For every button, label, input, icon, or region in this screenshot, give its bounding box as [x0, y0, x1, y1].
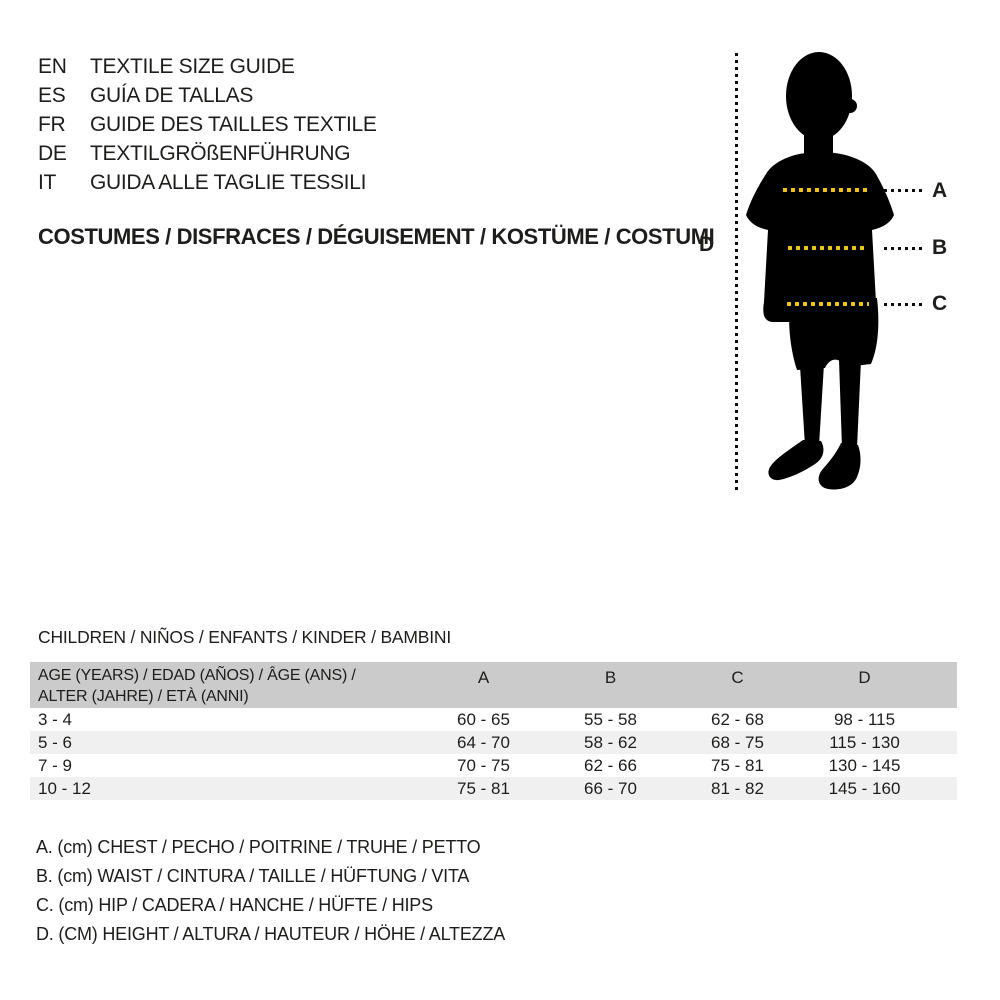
- waist-cell: 66 - 70: [584, 779, 637, 798]
- height-measure-dotted-line: [735, 53, 738, 493]
- age-cell: 7 - 9: [38, 756, 73, 775]
- language-code: DE: [38, 142, 67, 165]
- hip-cell: 75 - 81: [711, 756, 764, 775]
- size-table: AGE (YEARS) / EDAD (AÑOS) / ÂGE (ANS) / …: [30, 662, 957, 800]
- height-measure-label: D: [699, 233, 715, 256]
- column-header-d: D: [858, 668, 871, 687]
- legend-chest: A. (cm) CHEST / PECHO / POITRINE / TRUHE…: [36, 837, 481, 857]
- age-header-line2: ALTER (JAHRE) / ETÀ (ANNI): [38, 688, 249, 705]
- header-spacer: [928, 662, 957, 708]
- waist-cell: 62 - 66: [584, 756, 637, 775]
- chest-cell: 64 - 70: [457, 733, 510, 752]
- age-header-line1: AGE (YEARS) / EDAD (AÑOS) / ÂGE (ANS) /: [38, 667, 356, 684]
- language-code: ES: [38, 84, 66, 107]
- legend-waist: B. (cm) WAIST / CINTURA / TAILLE / HÜFTU…: [36, 866, 470, 886]
- language-row-en: EN TEXTILE SIZE GUIDE: [38, 52, 377, 81]
- age-cell: 5 - 6: [38, 733, 73, 752]
- language-label: TEXTILE SIZE GUIDE: [90, 55, 295, 78]
- chest-cell: 60 - 65: [457, 710, 510, 729]
- height-cell: 145 - 160: [828, 779, 901, 798]
- column-header-a: A: [477, 668, 490, 687]
- language-label: GUIDA ALLE TAGLIE TESSILI: [90, 171, 367, 194]
- language-label: GUÍA DE TALLAS: [90, 84, 254, 107]
- column-header-c: C: [731, 668, 744, 687]
- chest-cell: 75 - 81: [457, 779, 510, 798]
- language-row-it: IT GUIDA ALLE TAGLIE TESSILI: [38, 168, 377, 197]
- chest-label-connector-line: [884, 189, 922, 192]
- table-row: 3 - 4 60 - 65 55 - 58 62 - 68 98 - 115: [30, 708, 957, 731]
- hip-measure-label: C: [932, 292, 948, 315]
- table-row: 10 - 12 75 - 81 66 - 70 81 - 82 145 - 16…: [30, 777, 957, 800]
- age-column-header: AGE (YEARS) / EDAD (AÑOS) / ÂGE (ANS) / …: [30, 662, 420, 708]
- table-row: 5 - 6 64 - 70 58 - 62 68 - 75 115 - 130: [30, 731, 957, 754]
- chest-cell: 70 - 75: [457, 756, 510, 775]
- waist-label-connector-line: [884, 247, 922, 250]
- legend-height: D. (CM) HEIGHT / ALTURA / HAUTEUR / HÖHE…: [36, 924, 506, 944]
- size-table-header: AGE (YEARS) / EDAD (AÑOS) / ÂGE (ANS) / …: [30, 662, 957, 708]
- waist-measure-dotted-line: [788, 246, 865, 250]
- measurement-legend: A. (cm) CHEST / PECHO / POITRINE / TRUHE…: [36, 833, 505, 949]
- language-label: TEXTILGRÖßENFÜHRUNG: [90, 142, 351, 165]
- column-header-b: B: [604, 668, 617, 687]
- hip-label-connector-line: [884, 303, 922, 306]
- hip-cell: 81 - 82: [711, 779, 764, 798]
- chest-measure-dotted-line: [783, 188, 869, 192]
- height-cell: 130 - 145: [828, 756, 901, 775]
- table-row: 7 - 9 70 - 75 62 - 66 75 - 81 130 - 145: [30, 754, 957, 777]
- waist-cell: 55 - 58: [584, 710, 637, 729]
- language-code: EN: [38, 55, 67, 78]
- language-row-fr: FR GUIDE DES TAILLES TEXTILE: [38, 110, 377, 139]
- language-row-de: DE TEXTILGRÖßENFÜHRUNG: [38, 139, 377, 168]
- height-cell: 115 - 130: [829, 733, 900, 752]
- size-table-body: 3 - 4 60 - 65 55 - 58 62 - 68 98 - 115 5…: [30, 708, 957, 800]
- height-cell: 98 - 115: [833, 710, 896, 729]
- category-title: COSTUMES / DISFRACES / DÉGUISEMENT / KOS…: [38, 224, 715, 249]
- waist-measure-label: B: [932, 236, 948, 259]
- waist-cell: 58 - 62: [584, 733, 637, 752]
- hip-cell: 68 - 75: [711, 733, 764, 752]
- language-row-es: ES GUÍA DE TALLAS: [38, 81, 377, 110]
- legend-hip: C. (cm) HIP / CADERA / HANCHE / HÜFTE / …: [36, 895, 433, 915]
- language-list: EN TEXTILE SIZE GUIDE ES GUÍA DE TALLAS …: [38, 52, 377, 197]
- children-section-title: CHILDREN / NIÑOS / ENFANTS / KINDER / BA…: [38, 627, 452, 647]
- language-code: FR: [38, 113, 66, 136]
- language-label: GUIDE DES TAILLES TEXTILE: [90, 113, 377, 136]
- child-silhouette-icon: [746, 52, 894, 490]
- age-cell: 3 - 4: [38, 710, 73, 729]
- hip-cell: 62 - 68: [711, 710, 764, 729]
- language-code: IT: [38, 171, 57, 194]
- chest-measure-label: A: [932, 179, 948, 202]
- age-cell: 10 - 12: [38, 779, 91, 798]
- hip-measure-dotted-line: [787, 302, 869, 306]
